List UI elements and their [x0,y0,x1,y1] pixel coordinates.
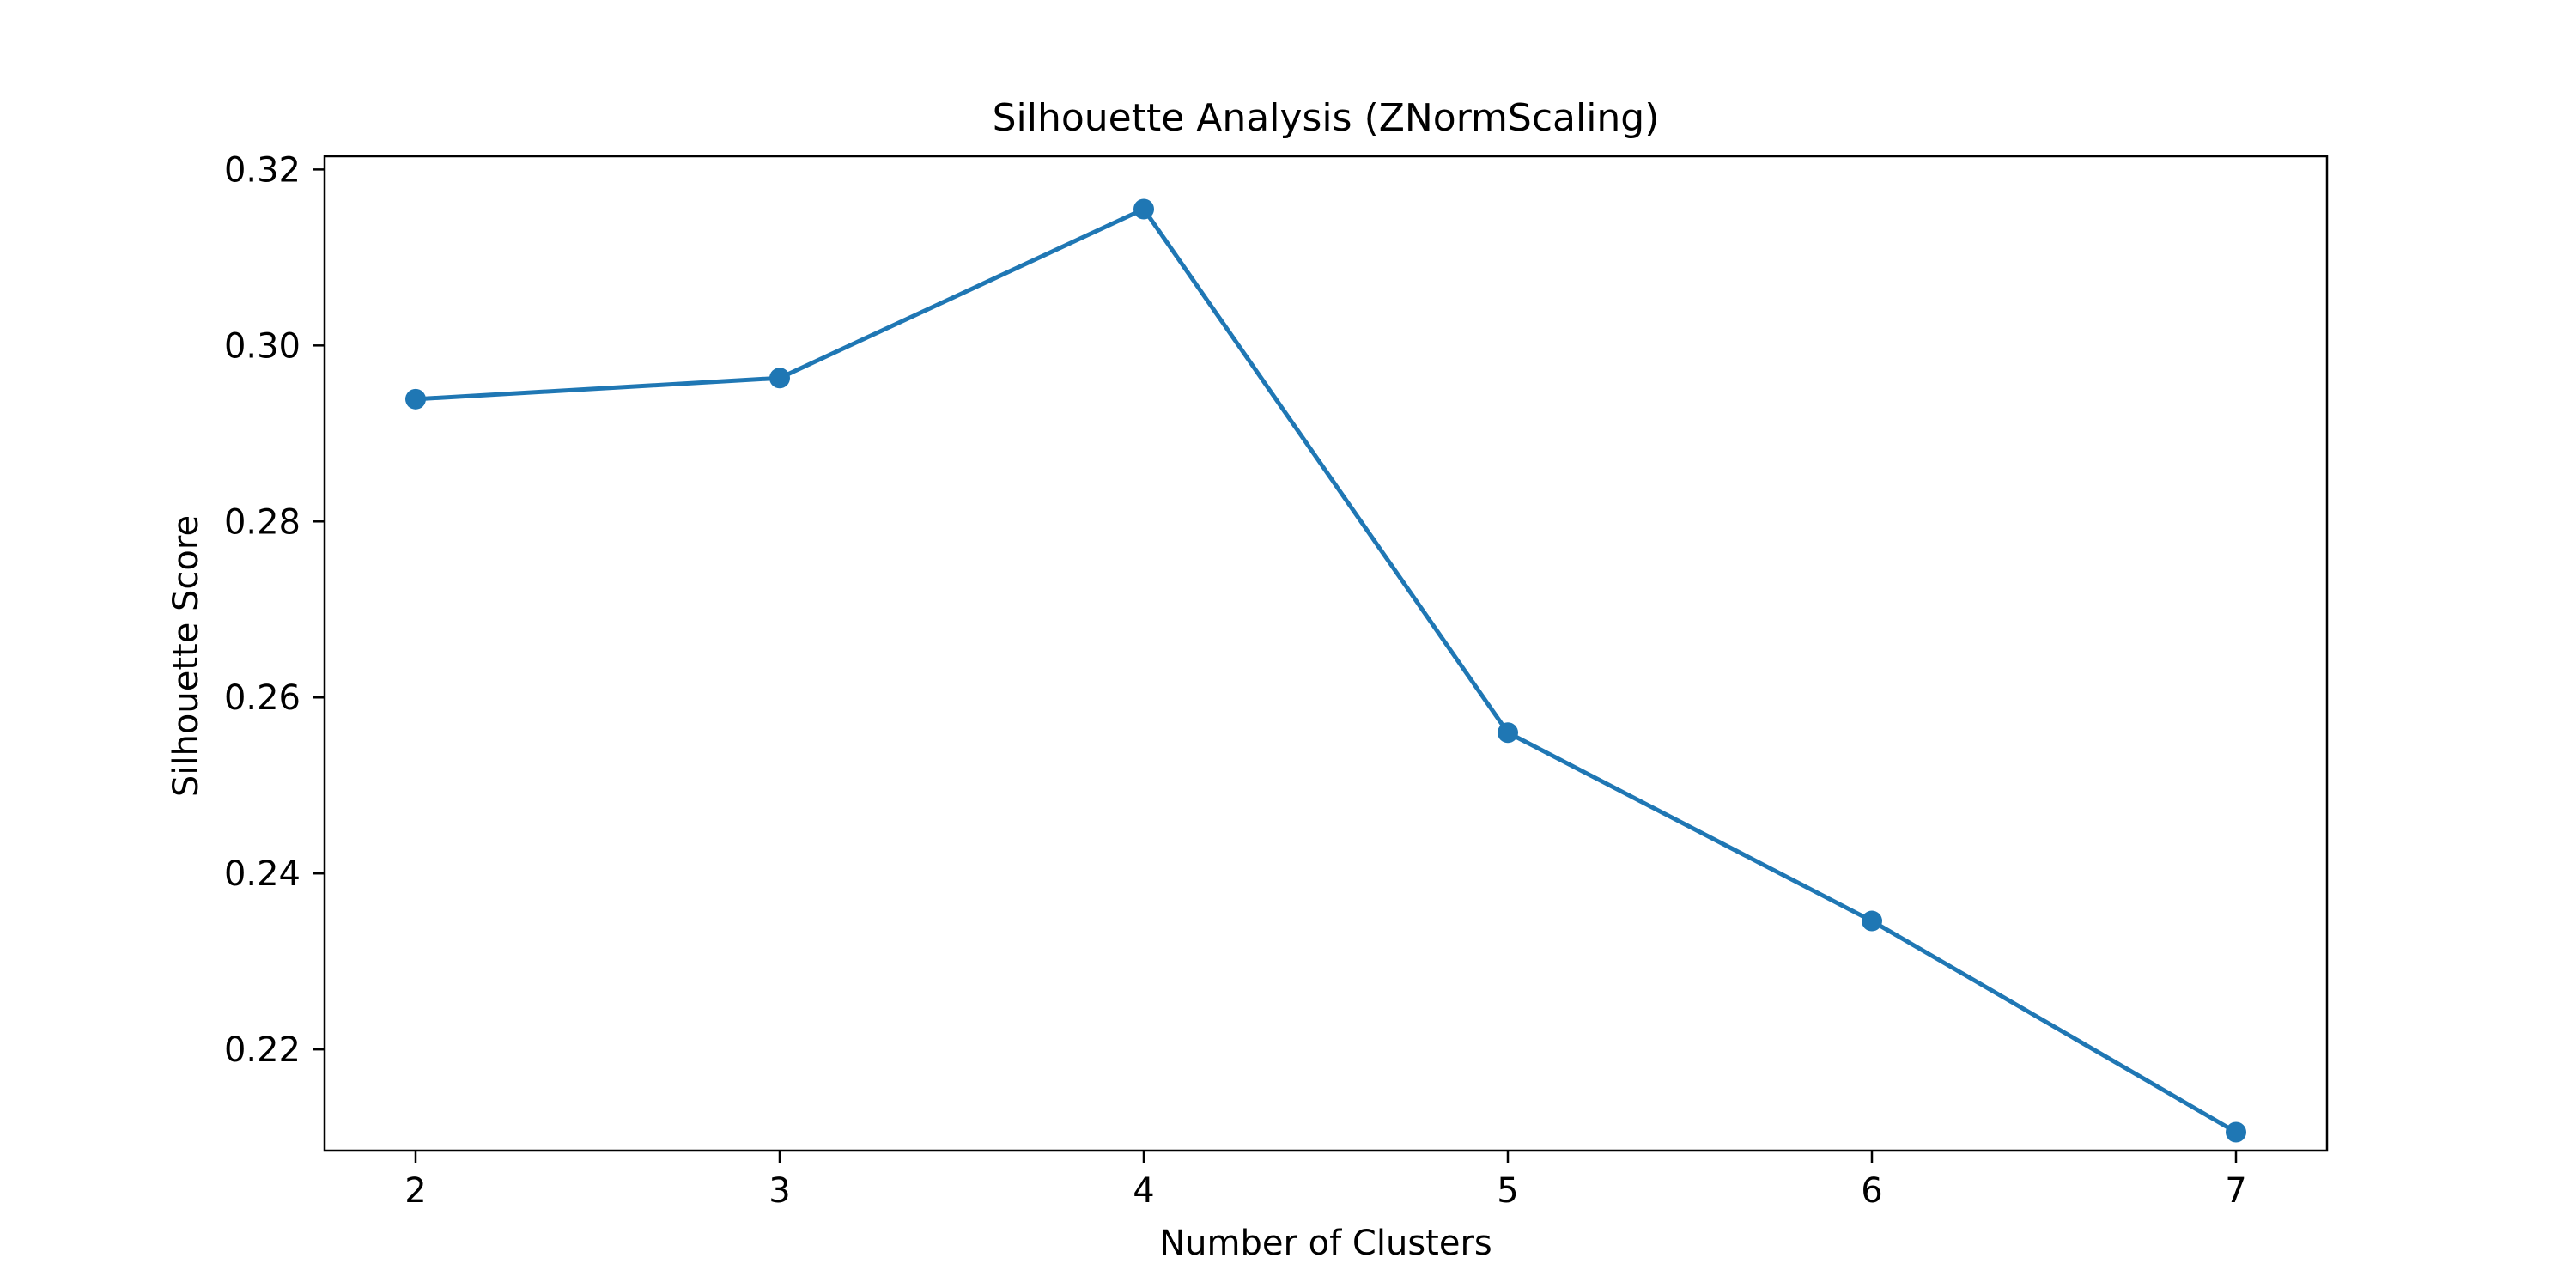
series-layer [405,198,2246,1143]
data-point [2226,1121,2246,1143]
plot-frame [323,155,2329,1152]
series-line [413,206,2239,1134]
y-tick-label: 0.24 [224,854,301,894]
data-point [769,368,790,389]
y-tick-label: 0.32 [224,150,301,190]
x-tick-label: 5 [1497,1171,1518,1211]
x-axis-label: Number of Clusters [1159,1224,1492,1263]
y-tick-label: 0.28 [224,502,301,542]
y-tick-label: 0.30 [224,326,301,366]
x-tick-label: 4 [1133,1171,1154,1211]
data-point [405,388,426,410]
y-axis-ticks: 0.22 0.24 0.26 0.28 0.30 0.32 [224,150,325,1070]
y-tick-label: 0.22 [224,1030,301,1070]
x-tick-label: 2 [404,1171,426,1211]
chart-title: Silhouette Analysis (ZNormScaling) [993,96,1660,140]
x-tick-label: 7 [2225,1171,2246,1211]
x-tick-label: 6 [1861,1171,1882,1211]
x-axis-ticks: 2 3 4 5 6 7 [404,1151,2247,1211]
data-point [1133,198,1154,220]
y-axis-label: Silhouette Score [167,515,206,797]
data-point [1498,722,1518,744]
y-tick-label: 0.26 [224,678,301,718]
data-point [1862,910,1882,932]
x-tick-label: 3 [769,1171,790,1211]
